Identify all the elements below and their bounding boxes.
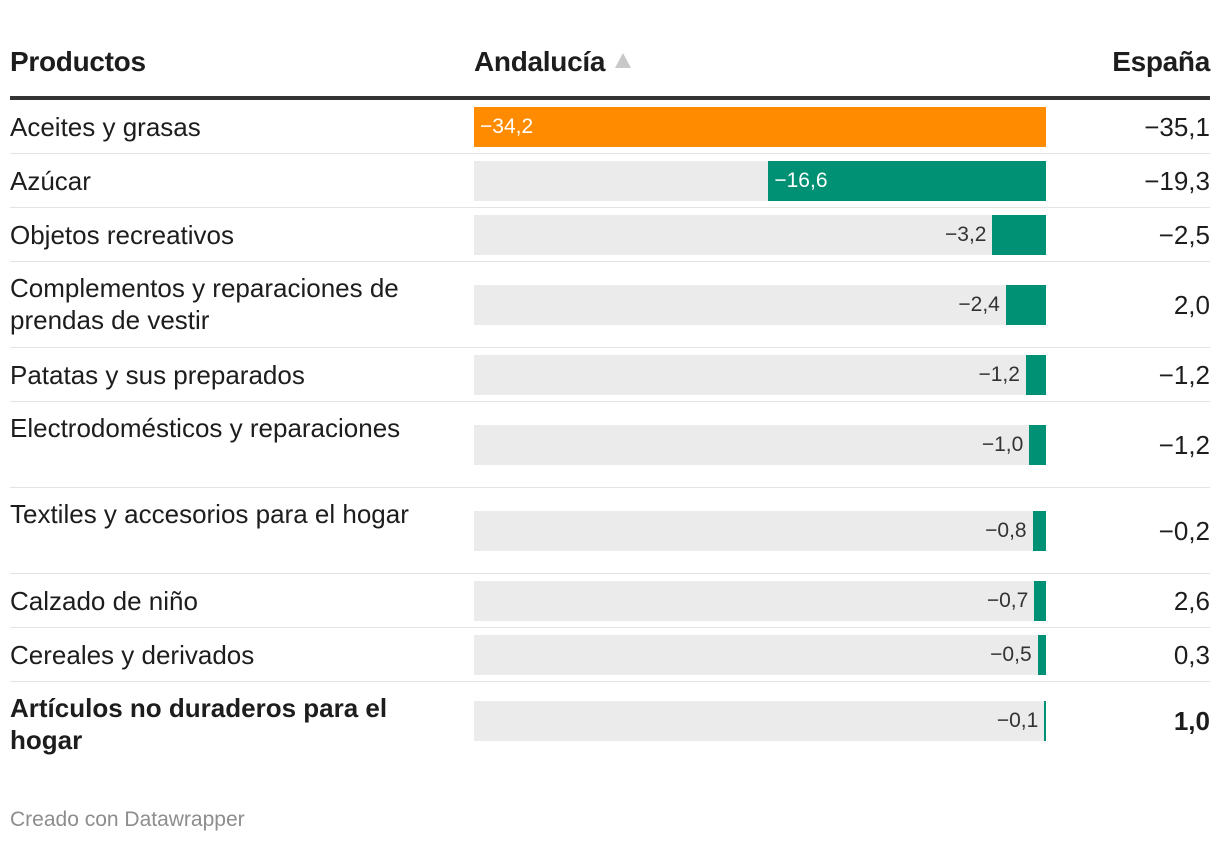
andalucia-value-label: −0,1 (996, 709, 1039, 732)
andalucia-value-label: −16,6 (774, 169, 828, 192)
product-name: Electrodomésticos y reparaciones (10, 413, 401, 443)
bar-track: −0,8 (474, 511, 1046, 551)
footer-credit: Creado con Datawrapper (10, 808, 245, 831)
andalucia-bar (768, 161, 1046, 201)
bar-track: −0,5 (474, 635, 1046, 675)
table-body: Aceites y grasas −34,2 −35,1 Azúcar −16,6 −19… (10, 100, 1210, 760)
table-row: Azúcar −16,6 −19,3 (10, 154, 1210, 208)
andalucia-value-label: −1,0 (981, 433, 1024, 456)
andalucia-value-label: −3,2 (945, 223, 987, 246)
bar-track: −34,2 (474, 107, 1046, 147)
andalucia-value-label: −0,5 (990, 643, 1032, 666)
andalucia-value-label: −0,8 (985, 519, 1027, 542)
bar-track: −1,0 (474, 425, 1046, 465)
product-name: Objetos recreativos (10, 220, 234, 250)
espana-value: 2,0 (1173, 290, 1210, 320)
espana-value: −0,2 (1158, 516, 1210, 546)
andalucia-value-label: −34,2 (480, 115, 534, 138)
product-name: Patatas y sus preparados (10, 360, 305, 390)
espana-value: −1,2 (1158, 360, 1210, 390)
espana-value: 0,3 (1173, 640, 1210, 670)
table-row: Cereales y derivados −0,5 0,3 (10, 628, 1210, 682)
andalucia-value-label: −2,4 (958, 293, 1000, 316)
product-name: Calzado de niño (10, 586, 198, 616)
column-header-espana-label: España (1112, 46, 1210, 77)
table-row: Calzado de niño −0,7 2,6 (10, 574, 1210, 628)
table-row: Artículos no duraderos para el hogar −0,1… (10, 682, 1210, 760)
espana-value: 2,6 (1173, 586, 1210, 616)
espana-value: 1,0 (1173, 706, 1210, 736)
espana-value: −35,1 (1144, 112, 1210, 142)
andalucia-bar (1025, 355, 1046, 395)
product-name: Azúcar (10, 166, 91, 196)
table-row: Textiles y accesorios para el hogar −0,8 −… (10, 488, 1210, 574)
table-row: Patatas y sus preparados −1,2 −1,2 (10, 348, 1210, 402)
column-header-products[interactable]: Productos (10, 46, 146, 78)
bar-track: −1,2 (474, 355, 1046, 395)
column-header-andalucia-label: Andalucía (474, 46, 606, 77)
table-row: Complementos y reparaciones de prendas d… (10, 262, 1210, 348)
espana-value: −2,5 (1158, 220, 1210, 250)
table-row: Aceites y grasas −34,2 −35,1 (10, 100, 1210, 154)
bar-track: −0,1 (474, 701, 1046, 741)
table-row: Electrodomésticos y reparaciones −1,0 −1,2 (10, 402, 1210, 488)
column-header-products-label: Productos (10, 46, 146, 77)
sort-ascending-icon (615, 53, 632, 68)
andalucia-bar (1032, 511, 1046, 551)
espana-value: −19,3 (1144, 166, 1210, 196)
table-header: Productos Andalucía España (10, 0, 1210, 100)
product-name: Cereales y derivados (10, 640, 255, 670)
column-header-andalucia[interactable]: Andalucía (474, 46, 632, 78)
product-name: Complementos y reparaciones de prendas d… (10, 273, 399, 335)
andalucia-bar (1037, 635, 1046, 675)
andalucia-value-label: −0,7 (986, 589, 1029, 612)
bar-track: −16,6 (474, 161, 1046, 201)
product-name: Artículos no duraderos para el hogar (10, 693, 388, 755)
andalucia-bar (1005, 285, 1046, 325)
andalucia-bar (474, 107, 1046, 147)
bar-track: −3,2 (474, 215, 1046, 255)
andalucia-bar (1034, 581, 1046, 621)
data-table: Productos Andalucía España Aceites y gra… (10, 0, 1210, 760)
product-name: Textiles y accesorios para el hogar (10, 499, 409, 529)
bar-track: −2,4 (474, 285, 1046, 325)
andalucia-bar (992, 215, 1046, 255)
andalucia-bar (1044, 701, 1046, 741)
table-row: Objetos recreativos −3,2 −2,5 (10, 208, 1210, 262)
product-name: Aceites y grasas (10, 112, 201, 142)
andalucia-bar (1029, 425, 1046, 465)
column-header-espana[interactable]: España (1112, 46, 1210, 78)
espana-value: −1,2 (1158, 430, 1210, 460)
bar-track: −0,7 (474, 581, 1046, 621)
andalucia-value-label: −1,2 (978, 363, 1020, 386)
